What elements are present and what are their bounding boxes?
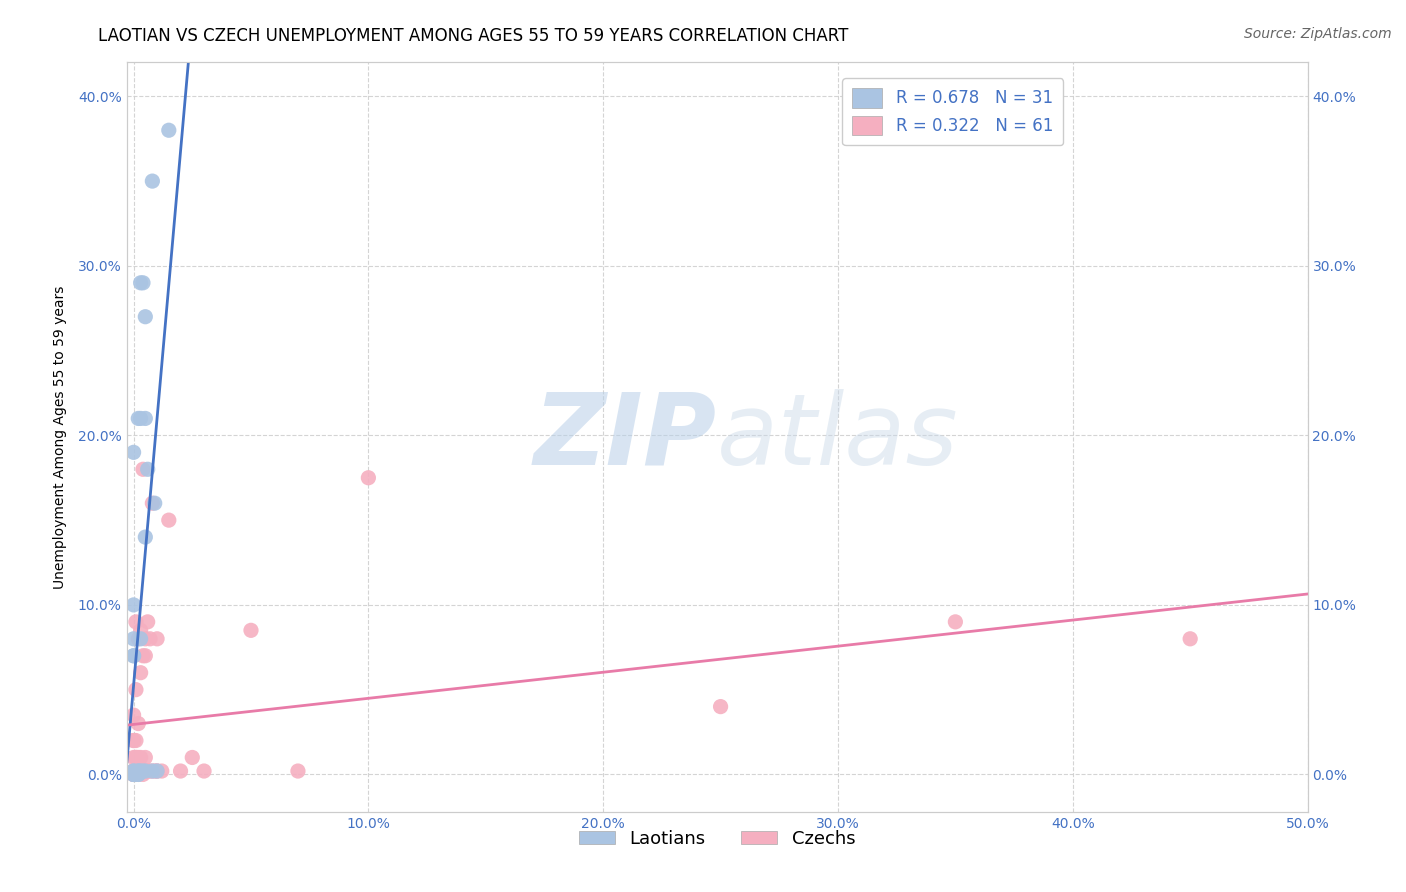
Point: [136, 462, 159, 476]
Point: [122, 632, 145, 646]
Point: [132, 764, 155, 778]
Point: [945, 615, 967, 629]
Point: [125, 682, 148, 697]
Point: [122, 648, 145, 663]
Point: [287, 764, 309, 778]
Point: [122, 764, 145, 778]
Point: [136, 615, 159, 629]
Point: [127, 632, 149, 646]
Point: [125, 767, 148, 781]
Point: [139, 764, 162, 778]
Point: [127, 764, 149, 778]
Point: [122, 767, 145, 781]
Point: [122, 767, 145, 781]
Point: [132, 648, 155, 663]
Point: [157, 513, 180, 527]
Point: [146, 764, 169, 778]
Point: [122, 764, 145, 778]
Point: [132, 764, 155, 778]
Point: [169, 764, 191, 778]
Text: LAOTIAN VS CZECH UNEMPLOYMENT AMONG AGES 55 TO 59 YEARS CORRELATION CHART: LAOTIAN VS CZECH UNEMPLOYMENT AMONG AGES…: [98, 27, 849, 45]
Point: [122, 708, 145, 723]
Point: [157, 123, 180, 137]
Point: [141, 496, 163, 510]
Point: [125, 764, 148, 778]
Point: [122, 598, 145, 612]
Point: [125, 767, 148, 781]
Point: [122, 733, 145, 747]
Point: [357, 471, 380, 485]
Point: [122, 648, 145, 663]
Point: [141, 174, 163, 188]
Point: [129, 632, 152, 646]
Text: Source: ZipAtlas.com: Source: ZipAtlas.com: [1244, 27, 1392, 41]
Point: [134, 764, 156, 778]
Point: [125, 733, 148, 747]
Point: [127, 750, 149, 764]
Point: [132, 764, 155, 778]
Point: [150, 764, 173, 778]
Point: [181, 750, 204, 764]
Point: [134, 530, 156, 544]
Legend: Laotians, Czechs: Laotians, Czechs: [571, 822, 863, 855]
Point: [127, 767, 149, 781]
Point: [134, 648, 156, 663]
Point: [132, 276, 155, 290]
Y-axis label: Unemployment Among Ages 55 to 59 years: Unemployment Among Ages 55 to 59 years: [52, 285, 66, 589]
Point: [122, 767, 145, 781]
Point: [122, 750, 145, 764]
Point: [122, 764, 145, 778]
Point: [1180, 632, 1202, 646]
Point: [240, 624, 263, 638]
Point: [146, 632, 169, 646]
Point: [122, 764, 145, 778]
Point: [134, 632, 156, 646]
Point: [129, 276, 152, 290]
Point: [129, 764, 152, 778]
Point: [136, 764, 159, 778]
Point: [129, 764, 152, 778]
Point: [129, 665, 152, 680]
Point: [125, 750, 148, 764]
Point: [122, 767, 145, 781]
Point: [134, 411, 156, 425]
Point: [193, 764, 215, 778]
Point: [125, 615, 148, 629]
Point: [122, 767, 145, 781]
Point: [129, 750, 152, 764]
Point: [129, 411, 152, 425]
Point: [125, 764, 148, 778]
Point: [125, 764, 148, 778]
Point: [122, 445, 145, 459]
Point: [134, 764, 156, 778]
Text: atlas: atlas: [717, 389, 959, 485]
Point: [710, 699, 733, 714]
Point: [143, 496, 166, 510]
Point: [122, 733, 145, 747]
Point: [129, 624, 152, 638]
Point: [146, 764, 169, 778]
Point: [139, 632, 162, 646]
Text: ZIP: ZIP: [534, 389, 717, 485]
Point: [141, 764, 163, 778]
Point: [125, 750, 148, 764]
Point: [127, 411, 149, 425]
Point: [127, 764, 149, 778]
Point: [134, 310, 156, 324]
Point: [127, 716, 149, 731]
Point: [143, 764, 166, 778]
Point: [127, 764, 149, 778]
Point: [127, 767, 149, 781]
Point: [122, 764, 145, 778]
Point: [132, 767, 155, 781]
Point: [134, 750, 156, 764]
Point: [146, 764, 169, 778]
Point: [141, 764, 163, 778]
Point: [136, 764, 159, 778]
Point: [122, 767, 145, 781]
Point: [127, 767, 149, 781]
Point: [132, 462, 155, 476]
Point: [127, 764, 149, 778]
